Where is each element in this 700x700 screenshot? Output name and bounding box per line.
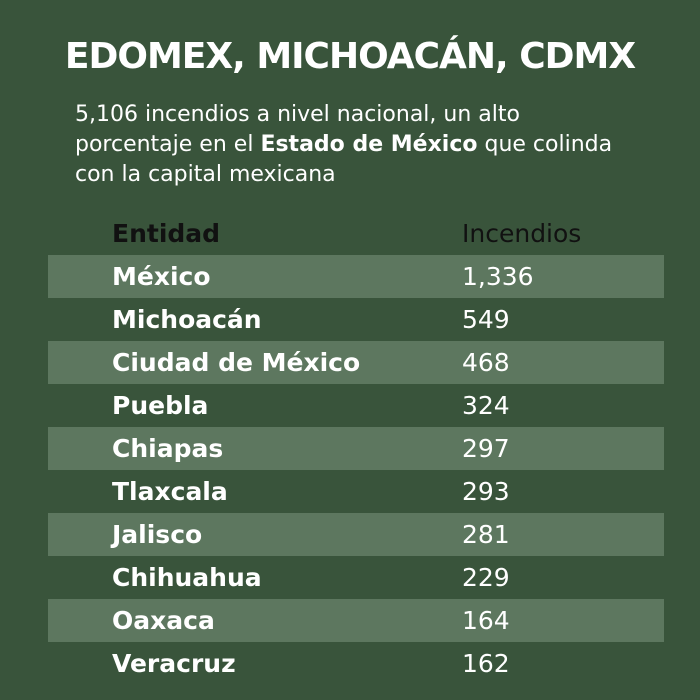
fire-count: 468 (462, 348, 510, 377)
table-row: Chihuahua 229 (48, 556, 664, 599)
fire-count: 1,336 (462, 262, 534, 291)
header-cell: Incendios (462, 219, 582, 248)
table-row: Veracruz 162 (48, 642, 664, 685)
fire-count: 549 (462, 305, 510, 334)
title: EDOMEX, MICHOACÁN, CDMX (64, 36, 636, 77)
fire-count: 293 (462, 477, 510, 506)
state-name: Ciudad de México (112, 348, 361, 377)
fire-count: 162 (462, 649, 510, 678)
state-name: Jalisco (112, 520, 203, 549)
fire-count: 324 (462, 391, 510, 420)
state-name: Veracruz (112, 649, 236, 678)
subtitle: 5,106 incendios a nivel nacional, un alt… (75, 100, 635, 190)
table-row: Michoacán 549 (48, 298, 664, 341)
table-row: Oaxaca 164 (48, 599, 664, 642)
subtitle-bold: Estado de México (260, 132, 478, 157)
table-row: Tlaxcala 293 (48, 470, 664, 513)
table-row: Ciudad de México 468 (48, 341, 664, 384)
subtitle-text: 5,106 incendios a nivel nacional, un alt… (75, 102, 520, 157)
fire-count: 164 (462, 606, 510, 635)
state-name: Puebla (112, 391, 209, 420)
table: Entidad Incendios México 1,336 Michoacán 54… (48, 212, 664, 685)
state-name: Michoacán (112, 305, 262, 334)
fire-count: 281 (462, 520, 510, 549)
table-row: Puebla 324 (48, 384, 664, 427)
state-name: México (112, 262, 211, 291)
state-name: Tlaxcala (112, 477, 228, 506)
header-cell: Entidad (112, 219, 221, 248)
state-name: Chihuahua (112, 563, 262, 592)
subtitle-text: que colinda con la capital mexicana (75, 132, 613, 187)
fire-count: 297 (462, 434, 510, 463)
table-row: Jalisco 281 (48, 513, 664, 556)
table-row: México 1,336 (48, 255, 664, 298)
state-name: Chiapas (112, 434, 224, 463)
fire-count: 229 (462, 563, 510, 592)
state-name: Oaxaca (112, 606, 215, 635)
table-row: Chiapas 297 (48, 427, 664, 470)
table-header: Entidad Incendios (48, 212, 664, 255)
